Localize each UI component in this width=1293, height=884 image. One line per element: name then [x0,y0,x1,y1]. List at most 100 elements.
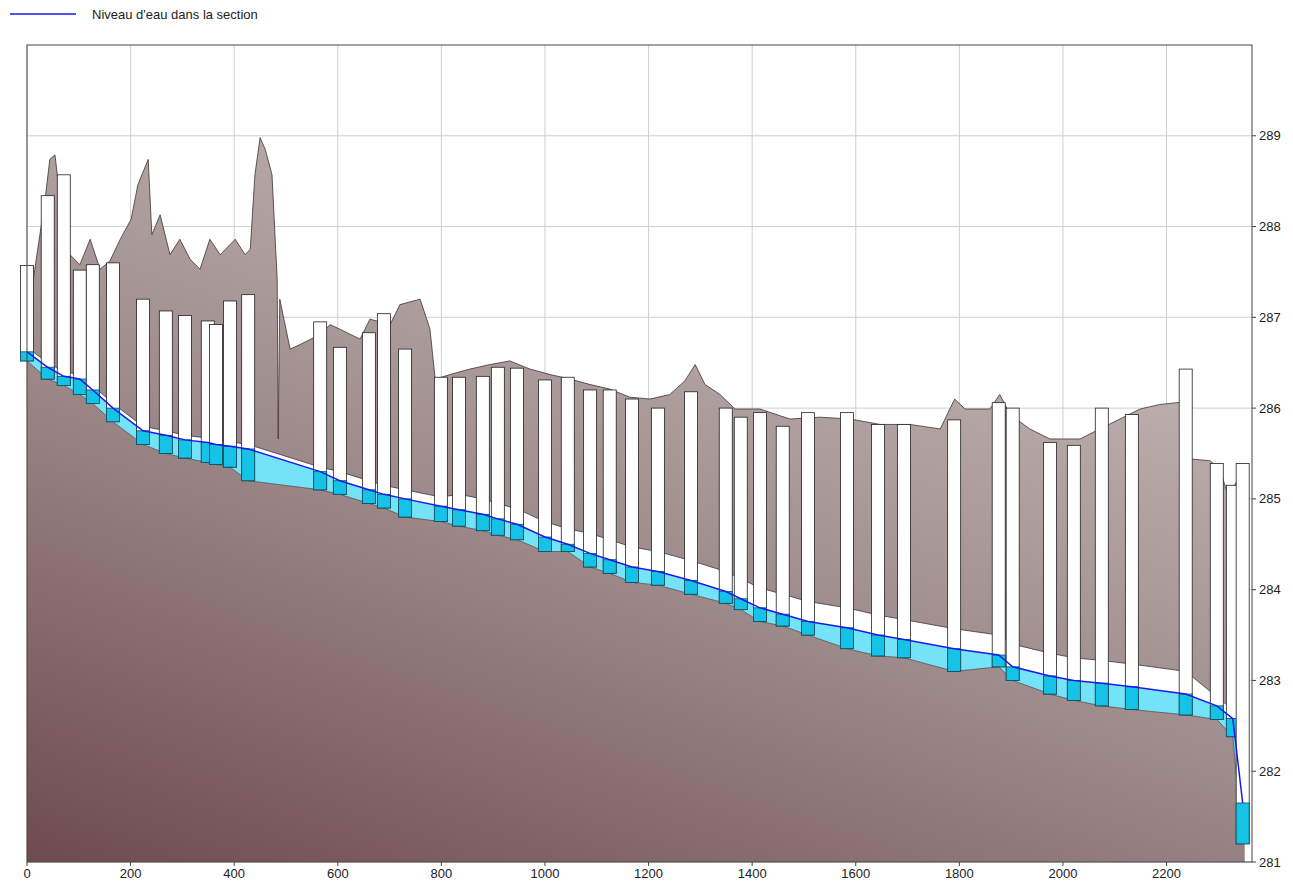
y-tick [1252,771,1256,772]
section-water [625,567,638,582]
section [840,413,853,649]
section [106,263,119,422]
section-water [1043,676,1056,694]
y-tick [1252,317,1256,318]
section [137,299,150,444]
section [802,413,815,635]
y-tick-label: 284 [1259,582,1281,597]
grid [27,45,1252,862]
x-tick-label: 800 [431,866,453,881]
y-tick [1252,680,1256,681]
terrain-area [27,138,1245,862]
section [625,399,638,582]
grid-line-y [27,226,1252,227]
section-water [242,449,255,481]
section [1067,445,1080,700]
section-water [802,621,815,635]
section-water [86,390,99,404]
y-tick-label: 283 [1259,673,1281,688]
x-tick-label: 1800 [945,866,974,881]
section [1125,414,1138,709]
x-tick-label: 200 [120,866,142,881]
section [897,424,910,657]
section [719,408,732,603]
section-water [178,440,191,458]
section [362,333,375,504]
section-water [1210,706,1223,720]
section [948,420,961,671]
section [992,403,1005,667]
section [776,426,789,626]
section [872,424,885,655]
section [476,376,489,530]
sections [21,175,1250,844]
section [584,390,597,567]
x-tick-label: 1200 [634,866,663,881]
y-tick-label: 281 [1259,855,1281,870]
water-line [27,352,1243,803]
y-tick [1252,862,1256,863]
x-tick-label: 2000 [1048,866,1077,881]
y-tick [1252,226,1256,227]
section-water [872,635,885,656]
section [242,295,255,481]
section [434,377,447,521]
section-water [1179,694,1192,715]
section [685,392,698,594]
legend: Niveau d'eau dans la section [10,7,258,22]
section-water [159,435,172,453]
section [377,314,390,508]
section-water [992,655,1005,667]
section-water [434,506,447,521]
x-tick-label: 2200 [1152,866,1181,881]
section [1006,408,1019,680]
chart: 0200400600800100012001400160018002000220… [0,0,1293,884]
plot-frame [27,45,1252,862]
x-tick-label: 600 [327,866,349,881]
y-tick-label: 285 [1259,491,1281,506]
section [1236,463,1249,843]
section [491,367,504,535]
x-tick-label: 0 [23,866,30,881]
x-tick-label: 1600 [841,866,870,881]
section [511,368,524,540]
section [178,316,191,459]
section [333,347,346,494]
x-tick-label: 1000 [531,866,560,881]
section [538,380,551,552]
section-water [224,446,237,467]
y-tick-label: 286 [1259,401,1281,416]
section [734,417,747,609]
section [1095,408,1108,706]
section [314,322,327,490]
section-water [948,649,961,672]
section-water [452,510,465,526]
section [651,408,664,585]
section [603,390,616,573]
section [159,311,172,454]
y-tick [1252,589,1256,590]
section-water [73,379,86,394]
axes: 0200400600800100012001400160018002000220… [23,128,1280,881]
section-water [399,499,412,517]
section-water [1236,803,1249,844]
section-water [1125,687,1138,710]
section-water [476,514,489,530]
legend-swatch [10,13,76,15]
legend-label: Niveau d'eau dans la section [92,7,258,22]
section-water [1006,667,1019,681]
section-water [840,628,853,649]
section [753,413,766,622]
section [1043,443,1056,694]
y-tick-label: 282 [1259,764,1281,779]
section [86,265,99,404]
section [452,377,465,526]
y-tick [1252,498,1256,499]
x-tick-label: 400 [223,866,245,881]
section-water [106,408,119,422]
section-water [1095,683,1108,706]
y-tick-label: 288 [1259,219,1281,234]
section-water [897,640,910,658]
section-water [1067,680,1080,700]
section [224,301,237,467]
